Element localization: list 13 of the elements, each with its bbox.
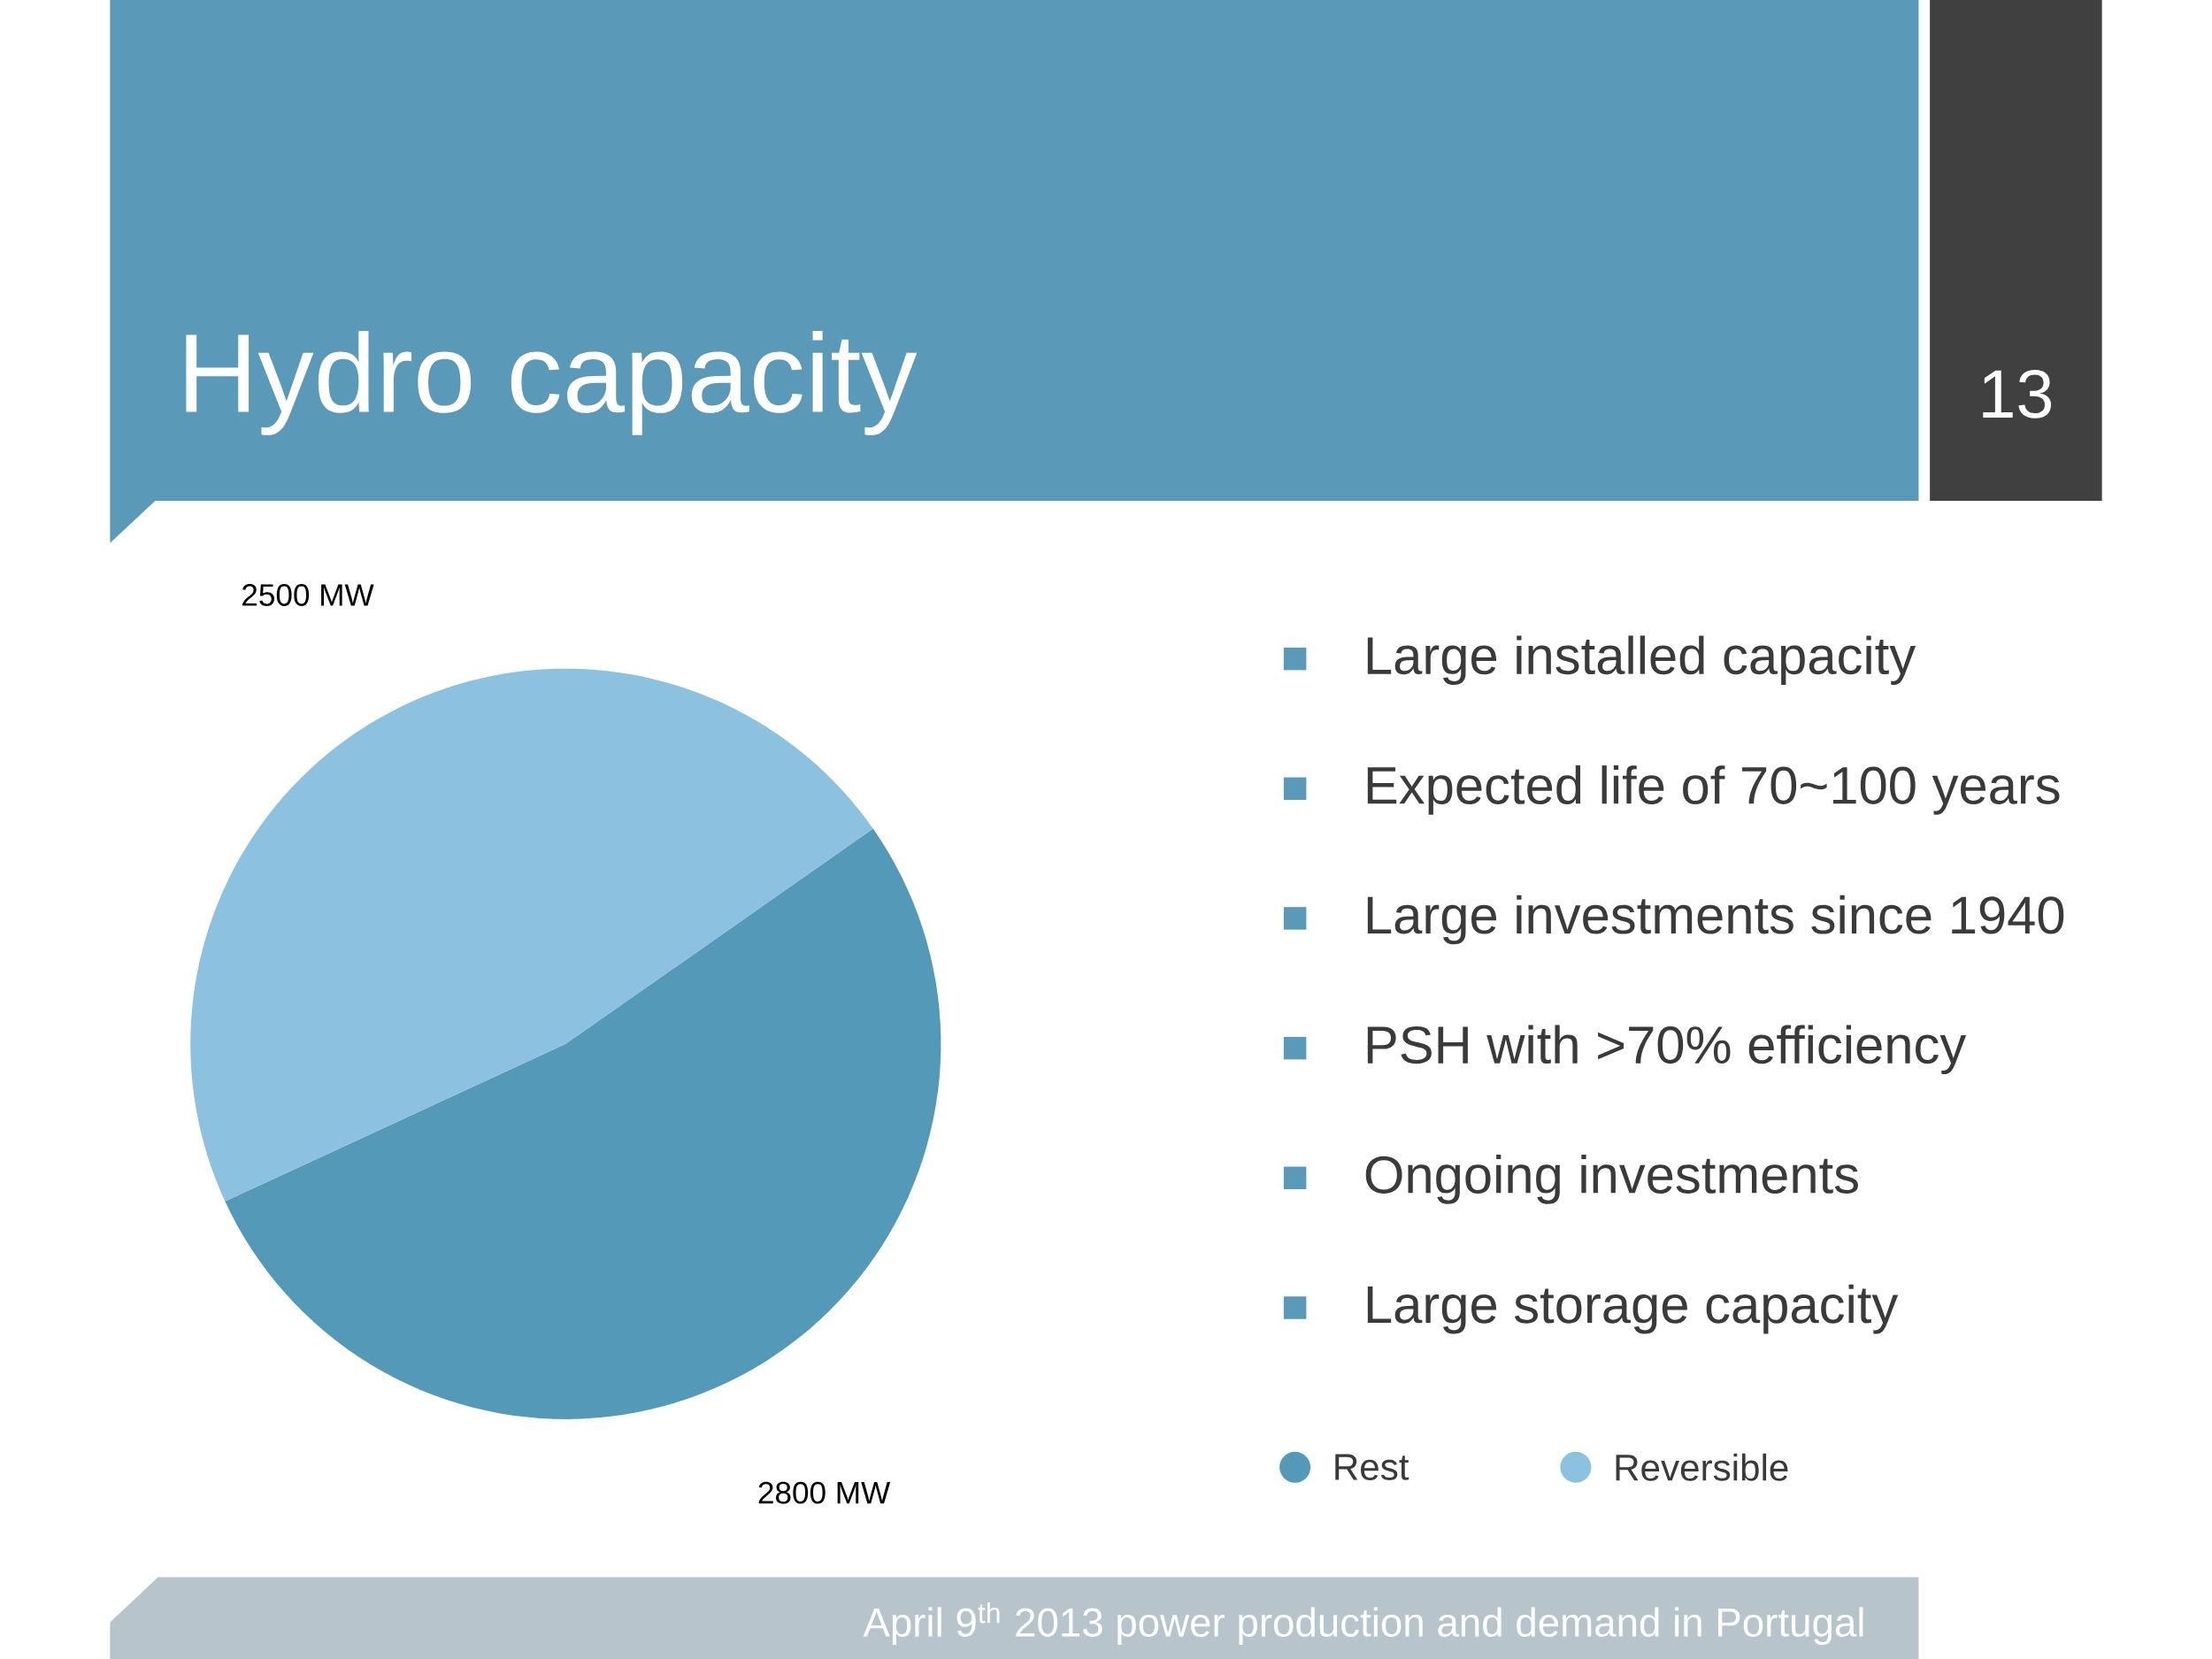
text: Ongoing investments xyxy=(1365,1155,1858,1204)
text: Large installed capacity xyxy=(1367,635,1916,686)
text: Expected life of 70~100 years xyxy=(1367,765,2060,815)
legend-label: Rest xyxy=(1335,1454,1409,1480)
legend-label: Reversible xyxy=(1616,1453,1788,1481)
text: April 9$^{th}$ 2013 power production and demand in Portugal xyxy=(863,1602,1863,1645)
chart-title: Hydro capacity xyxy=(186,330,918,435)
text: Large investments since 1940 xyxy=(1367,895,2064,945)
data-label: 2500 MW xyxy=(242,584,374,606)
text: 13 xyxy=(1983,369,2052,419)
data-label: 2800 MW xyxy=(758,1481,891,1504)
text: Large storage capacity xyxy=(1367,1284,1899,1334)
text: PSH with >70% efficiency xyxy=(1367,1025,1967,1075)
